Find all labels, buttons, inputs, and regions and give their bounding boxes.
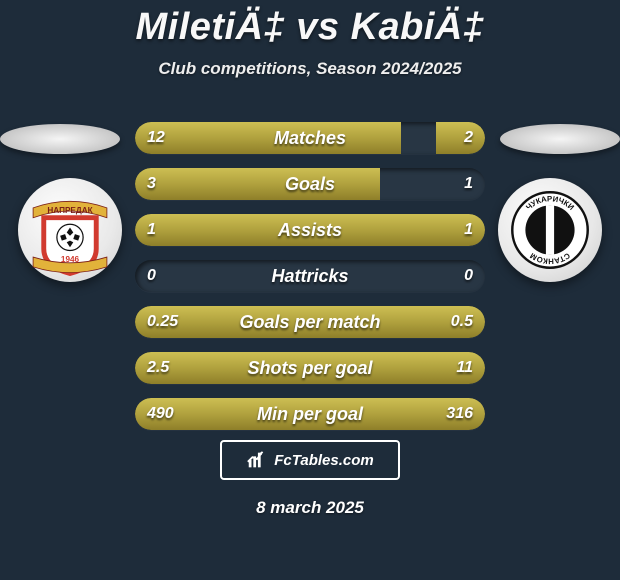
date-text: 8 march 2025 (0, 498, 620, 518)
player-head-right (500, 124, 620, 154)
page-title: MiletiÄ‡ vs KabiÄ‡ (0, 0, 620, 49)
stat-fill-right (251, 306, 486, 338)
cukaricki-badge-icon: ЧУКАРИЧКИ СТАНКОМ (509, 185, 591, 275)
stat-value-right: 1 (464, 168, 473, 200)
stat-fill-right (436, 122, 485, 154)
stat-fill-right (198, 352, 485, 384)
stat-fill-left (135, 168, 380, 200)
stat-row: Min per goal490316 (135, 398, 485, 430)
brand-box[interactable]: FcTables.com (220, 440, 400, 480)
stat-row: Shots per goal2.511 (135, 352, 485, 384)
stat-fill-left (135, 122, 401, 154)
stat-label: Hattricks (135, 260, 485, 292)
napredak-shield-icon: НАПРЕДАК 1946 (29, 184, 111, 276)
svg-text:НАПРЕДАК: НАПРЕДАК (47, 206, 93, 215)
stat-row: Goals per match0.250.5 (135, 306, 485, 338)
stat-value-right: 0 (464, 260, 473, 292)
stat-fill-right (349, 398, 486, 430)
stat-fill-left (135, 398, 349, 430)
stat-row: Goals31 (135, 168, 485, 200)
stat-fill-left (135, 352, 198, 384)
stat-row: Hattricks0 0 (135, 260, 485, 292)
stat-fill-right (310, 214, 485, 246)
stat-fill-left (135, 214, 310, 246)
chart-icon (246, 449, 268, 471)
brand-text: FcTables.com (274, 452, 373, 469)
stats-bars: Matches122 Goals31 Assists11 Hattricks0 0 Goa… (135, 122, 485, 444)
team-crest-left: НАПРЕДАК 1946 (18, 178, 122, 282)
subtitle: Club competitions, Season 2024/2025 (0, 59, 620, 79)
player-head-left (0, 124, 120, 154)
stat-fill-left (135, 306, 251, 338)
stat-row: Assists11 (135, 214, 485, 246)
team-crest-right: ЧУКАРИЧКИ СТАНКОМ (498, 178, 602, 282)
stat-row: Matches122 (135, 122, 485, 154)
stat-value-left: 0 (147, 260, 156, 292)
